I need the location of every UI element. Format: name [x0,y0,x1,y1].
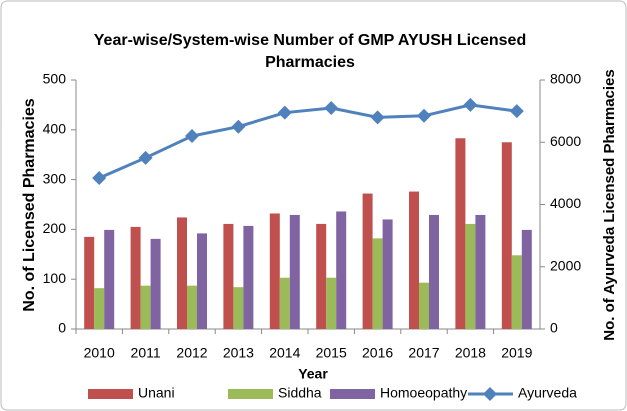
bar [233,287,244,329]
y-tick-label: 200 [43,220,67,236]
x-axis-label: Year [298,366,328,382]
legend-swatch [228,389,273,399]
y2-tick-label: 6000 [550,133,581,149]
x-tick-label: 2014 [269,345,300,361]
bar [94,288,105,329]
bar [419,282,429,329]
x-tick-label: 2010 [84,345,115,361]
legend-label: Homoeopathy [380,385,467,401]
bar [279,277,290,329]
line-marker [370,110,385,125]
bar [130,226,141,329]
bar [455,138,466,329]
legend-swatch [330,389,375,399]
bar [197,233,207,329]
bar [289,214,300,329]
bar [501,142,512,329]
y-tick-label: 0 [58,320,66,336]
bar [187,285,197,329]
x-tick-label: 2012 [176,345,207,361]
bar [429,214,439,329]
chart-title: Year-wise/System-wise Number of GMP AYUS… [93,32,527,71]
bar [177,217,187,329]
line-marker [185,129,199,144]
bar [521,229,532,329]
line-marker [138,150,153,165]
line-marker [463,97,478,112]
y2-axis-label: No. of Ayurveda Licensed Pharmacies [601,69,618,341]
y-tick-label: 300 [43,170,67,186]
line-marker [277,105,292,120]
bar [326,277,337,329]
y-tick-label: 500 [43,71,67,87]
bar [84,236,95,329]
x-tick-label: 2016 [362,345,393,361]
bar [511,255,522,329]
legend-label: Siddha [278,385,322,401]
bar [362,193,373,329]
y2-tick-label: 0 [550,320,558,336]
bar [150,238,161,329]
bar [382,219,393,329]
y-tick-label: 400 [43,121,67,137]
bar [269,213,280,329]
legend-swatch [483,387,497,401]
x-tick-label: 2019 [501,345,532,361]
x-tick-label: 2015 [316,345,347,361]
y-axis-label: No. of Licensed Pharmacies [21,98,38,312]
line-marker [92,171,107,186]
bar [336,211,347,329]
legend-swatch [88,389,133,399]
bar [223,223,234,329]
line-marker [509,104,524,119]
bar [104,229,115,329]
y2-tick-label: 4000 [550,195,581,211]
y-tick-label: 100 [43,270,67,286]
y2-tick-label: 8000 [550,71,581,87]
legend-label: Unani [138,385,175,401]
y2-tick-label: 2000 [550,257,581,273]
bar [316,223,327,329]
bar [465,223,476,329]
bar [243,225,254,329]
line [98,103,517,180]
x-tick-label: 2017 [408,345,439,361]
bar [372,238,383,329]
x-tick-label: 2011 [131,345,161,361]
bar [409,191,419,329]
x-tick-label: 2013 [223,345,254,361]
line-marker [417,108,431,123]
line-marker [231,119,246,134]
legend-label: Ayurveda [518,385,577,401]
bar [475,214,486,329]
x-tick-label: 2018 [455,345,486,361]
line-marker [324,101,339,116]
bar [140,285,151,329]
